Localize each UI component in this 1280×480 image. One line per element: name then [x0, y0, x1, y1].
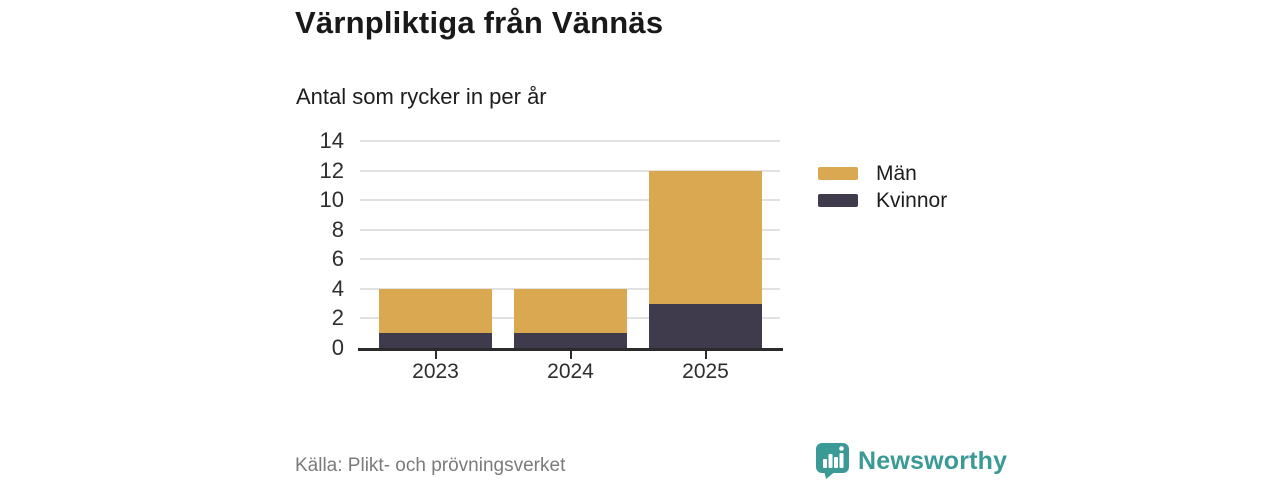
- x-axis-tick: [434, 351, 437, 359]
- y-axis-tick-label: 10: [319, 187, 344, 213]
- newsworthy-icon: [816, 443, 849, 479]
- gridline: [360, 140, 780, 142]
- legend-item-men: Män: [818, 161, 947, 186]
- bar-segment-kvinnor: [379, 333, 492, 348]
- y-axis-tick-label: 6: [331, 246, 344, 272]
- legend: Män Kvinnor: [818, 161, 947, 213]
- x-axis-tick-label: 2025: [682, 360, 729, 383]
- brand-name: Newsworthy: [858, 446, 1008, 475]
- legend-item-women: Kvinnor: [818, 188, 947, 213]
- brand-logo: Newsworthy: [815, 442, 1007, 480]
- chart-title: Värnpliktiga från Vännäs: [295, 5, 664, 40]
- legend-swatch: [818, 167, 858, 180]
- x-axis-tick: [569, 351, 572, 359]
- y-axis-tick-label: 0: [331, 335, 344, 360]
- gridline: [360, 258, 780, 261]
- bar-segment-män: [379, 288, 492, 334]
- gridline: [360, 199, 780, 202]
- bar-segment-kvinnor: [649, 303, 762, 348]
- y-axis-tick-label: 4: [331, 275, 344, 301]
- legend-label: Män: [876, 161, 917, 185]
- bar-segment-kvinnor: [514, 333, 627, 348]
- x-axis-line: [358, 348, 783, 351]
- y-axis-tick-label: 14: [319, 128, 344, 153]
- bar-segment-män: [514, 288, 627, 334]
- legend-swatch: [818, 194, 858, 207]
- legend-label: Kvinnor: [876, 188, 948, 212]
- x-axis-tick-label: 2023: [412, 360, 459, 383]
- gridline: [360, 169, 780, 172]
- x-axis-tick: [704, 351, 707, 359]
- y-axis-tick-label: 2: [331, 305, 344, 331]
- y-axis-tick-label: 8: [331, 216, 344, 242]
- chart-subtitle: Antal som rycker in per år: [296, 84, 547, 109]
- gridline: [360, 228, 780, 231]
- source-note: Källa: Plikt- och prövningsverket: [295, 455, 566, 476]
- bar-segment-män: [649, 170, 762, 304]
- x-axis-tick-label: 2024: [547, 360, 594, 383]
- y-axis-tick-label: 12: [319, 157, 344, 183]
